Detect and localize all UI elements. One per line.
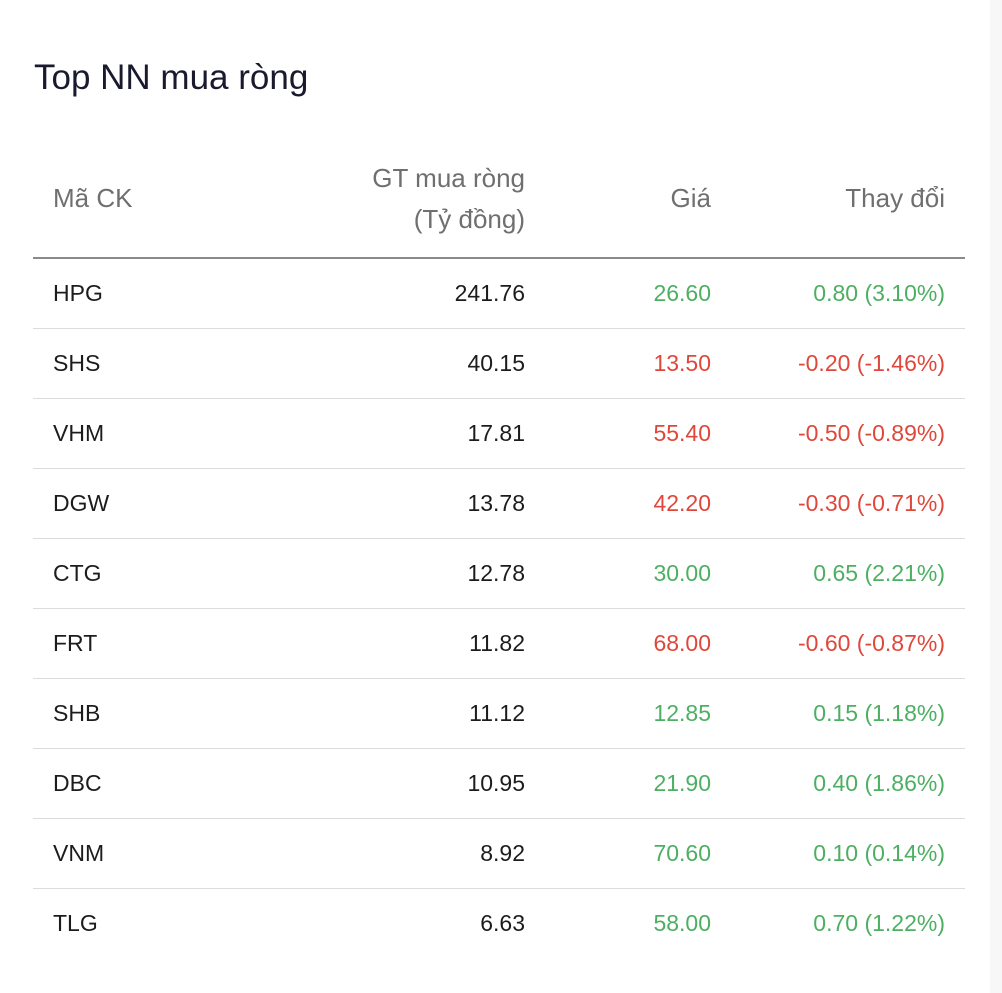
page-edge: [990, 0, 1002, 993]
cell-price: 58.00: [653, 909, 711, 936]
table-row[interactable]: SHB 11.12 12.85 0.15 (1.18%): [33, 678, 965, 749]
cell-symbol[interactable]: TLG: [53, 909, 98, 936]
table-row[interactable]: DGW 13.78 42.20 -0.30 (-0.71%): [33, 468, 965, 539]
header-symbol: Mã CK: [33, 140, 233, 259]
cell-symbol[interactable]: DBC: [33, 748, 233, 819]
cell-price: 70.60: [525, 818, 711, 889]
cell-change: 0.15 (1.18%): [711, 678, 965, 749]
cell-change: 0.80 (3.10%): [711, 258, 965, 329]
cell-symbol[interactable]: SHB: [33, 678, 233, 749]
header-net-value-line2: (Tỷ đồng): [413, 203, 525, 234]
cell-symbol[interactable]: VHM: [33, 398, 233, 469]
cell-net-value: 17.81: [233, 398, 525, 469]
header-price: Giá: [525, 140, 711, 259]
table-row[interactable]: SHS 40.15 13.50 -0.20 (-1.46%): [33, 328, 965, 399]
cell-symbol[interactable]: CTG: [33, 538, 233, 609]
cell-price: 26.60: [525, 258, 711, 329]
cell-price: 21.90: [525, 748, 711, 819]
table-body: HPG 241.76 26.60 0.80 (3.10%) SHS 40.15 13.50-…: [33, 258, 965, 958]
header-net-value-line1: GT mua ròng: [372, 162, 525, 193]
cell-net-value: 13.78: [233, 468, 525, 539]
cell-symbol[interactable]: HPG: [33, 258, 233, 329]
cell-net-value: 11.82: [233, 608, 525, 679]
cell-price: 13.50: [525, 328, 711, 399]
header-row: Mã CK GT mua ròng (Tỷ đồng) Giá Thay đổi: [33, 140, 965, 259]
cell-change: 0.40 (1.86%): [711, 748, 965, 819]
cell-net-value: 12.78: [233, 538, 525, 609]
net-buy-table: Mã CK GT mua ròng (Tỷ đồng) Giá Thay đổi…: [33, 140, 965, 958]
cell-price: 30.00: [525, 538, 711, 609]
cell-net-value: 6.63: [480, 909, 525, 936]
cell-symbol[interactable]: SHS: [33, 328, 233, 399]
cell-price: 55.40: [525, 398, 711, 469]
cell-price: 12.85: [525, 678, 711, 749]
cell-net-value: 10.95: [233, 748, 525, 819]
table-row[interactable]: CTG 12.78 30.00 0.65 (2.21%): [33, 538, 965, 609]
cell-price: 68.00: [525, 608, 711, 679]
header-change: Thay đổi: [711, 140, 965, 259]
cell-change: 0.10 (0.14%): [711, 818, 965, 889]
table-row[interactable]: VNM 8.92 70.60 0.10 (0.14%): [33, 818, 965, 889]
cell-price: 42.20: [525, 468, 711, 539]
table-row[interactable]: HPG 241.76 26.60 0.80 (3.10%): [33, 258, 965, 329]
cell-net-value: 11.12: [233, 678, 525, 749]
table-row[interactable]: DBC 10.95 21.90 0.40 (1.86%): [33, 748, 965, 819]
cell-change: 0.70 (1.22%): [813, 909, 945, 936]
cell-net-value: 8.92: [233, 818, 525, 889]
cell-symbol[interactable]: FRT: [33, 608, 233, 679]
cell-change: -0.20 (-1.46%): [711, 328, 965, 399]
cell-symbol[interactable]: DGW: [33, 468, 233, 539]
cell-change: -0.60 (-0.87%): [711, 608, 965, 679]
cell-change: 0.65 (2.21%): [711, 538, 965, 609]
table-header: Mã CK GT mua ròng (Tỷ đồng) Giá Thay đổi: [33, 140, 965, 259]
cell-symbol[interactable]: VNM: [33, 818, 233, 889]
table-row[interactable]: TLG 6.63 58.00 0.70 (1.22%): [33, 888, 965, 958]
table-row[interactable]: FRT 11.82 68.00 -0.60 (-0.87%): [33, 608, 965, 679]
header-net-value: GT mua ròng (Tỷ đồng): [233, 140, 525, 259]
page-title: Top NN mua ròng: [34, 58, 309, 97]
cell-net-value: 40.15: [233, 328, 525, 399]
cell-change: -0.50 (-0.89%): [711, 398, 965, 469]
table-row[interactable]: VHM 17.81 55.40 -0.50 (-0.89%): [33, 398, 965, 469]
cell-net-value: 241.76: [233, 258, 525, 329]
cell-change: -0.30 (-0.71%): [711, 468, 965, 539]
